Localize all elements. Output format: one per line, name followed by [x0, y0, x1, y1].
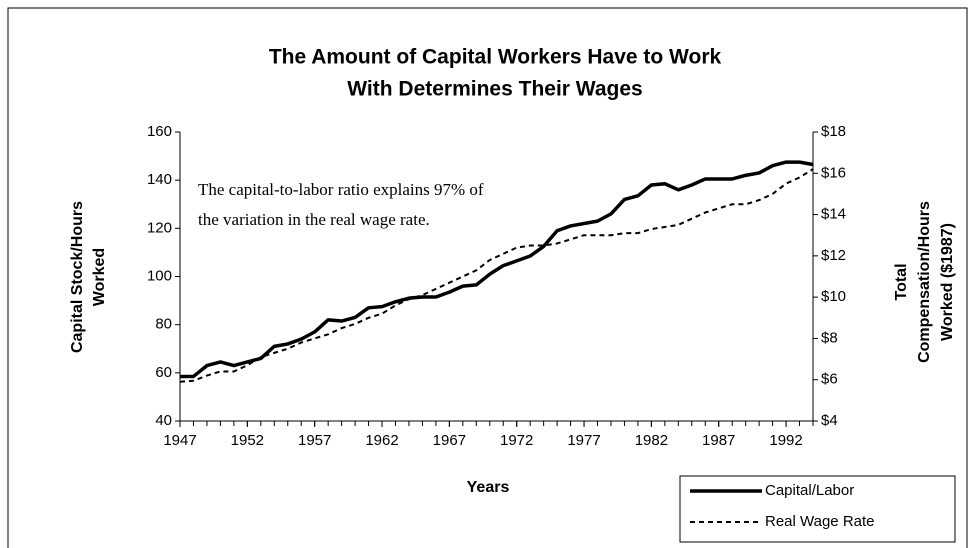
- legend-label: Real Wage Rate: [765, 513, 875, 530]
- y-tick-label: 80: [155, 316, 172, 333]
- x-tick-label: 1952: [231, 432, 264, 449]
- y-tick-label: 60: [155, 364, 172, 381]
- y2-axis-label: Compensation/Hours: [916, 201, 933, 363]
- y2-tick-label: $10: [821, 288, 846, 305]
- x-tick-label: 1962: [365, 432, 398, 449]
- y-tick-label: 160: [147, 123, 172, 140]
- y2-tick-label: $18: [821, 123, 846, 140]
- y2-axis-label: Total: [893, 263, 910, 300]
- x-tick-label: 1972: [500, 432, 533, 449]
- y2-axis-label: Worked ($1987): [939, 223, 956, 341]
- x-tick-label: 1977: [567, 432, 600, 449]
- annotation: The capital-to-labor ratio explains 97% …: [198, 180, 484, 199]
- y-tick-label: 120: [147, 219, 172, 236]
- y2-tick-label: $12: [821, 247, 846, 264]
- y-axis-label: Worked: [91, 248, 108, 306]
- y-tick-label: 40: [155, 412, 172, 429]
- y2-tick-label: $14: [821, 206, 846, 223]
- y-tick-label: 100: [147, 267, 172, 284]
- x-axis-label: Years: [467, 479, 510, 496]
- series-line: [179, 168, 814, 383]
- legend-label: Capital/Labor: [765, 482, 854, 499]
- y-tick-label: 140: [147, 171, 172, 188]
- x-tick-label: 1967: [433, 432, 466, 449]
- x-tick-label: 1982: [635, 432, 668, 449]
- y2-tick-label: $6: [821, 371, 838, 388]
- x-tick-label: 1987: [702, 432, 735, 449]
- chart-title: The Amount of Capital Workers Have to Wo…: [269, 46, 722, 69]
- y2-tick-label: $4: [821, 412, 838, 429]
- x-tick-label: 1947: [163, 432, 196, 449]
- x-tick-label: 1957: [298, 432, 331, 449]
- x-tick-label: 1992: [769, 432, 802, 449]
- series-line: [180, 160, 814, 379]
- y-axis-label: Capital Stock/Hours: [69, 201, 86, 353]
- y2-tick-label: $8: [821, 329, 838, 346]
- legend-box: [679, 475, 956, 543]
- frame: [7, 7, 968, 548]
- chart-title: With Determines Their Wages: [347, 78, 642, 101]
- y2-tick-label: $16: [821, 164, 846, 181]
- annotation: the variation in the real wage rate.: [198, 210, 430, 229]
